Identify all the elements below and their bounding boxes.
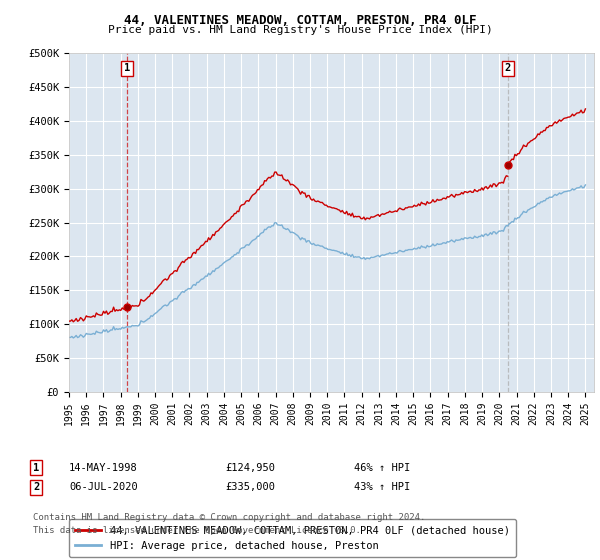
Text: 44, VALENTINES MEADOW, COTTAM, PRESTON, PR4 0LF: 44, VALENTINES MEADOW, COTTAM, PRESTON, … <box>124 14 476 27</box>
Legend: 44, VALENTINES MEADOW, COTTAM, PRESTON, PR4 0LF (detached house), HPI: Average p: 44, VALENTINES MEADOW, COTTAM, PRESTON, … <box>69 519 516 557</box>
Text: Price paid vs. HM Land Registry's House Price Index (HPI): Price paid vs. HM Land Registry's House … <box>107 25 493 35</box>
Text: 2: 2 <box>33 482 39 492</box>
Text: 06-JUL-2020: 06-JUL-2020 <box>69 482 138 492</box>
Text: 14-MAY-1998: 14-MAY-1998 <box>69 463 138 473</box>
Text: 2: 2 <box>505 63 511 73</box>
Text: Contains HM Land Registry data © Crown copyright and database right 2024.: Contains HM Land Registry data © Crown c… <box>33 513 425 522</box>
Text: 46% ↑ HPI: 46% ↑ HPI <box>354 463 410 473</box>
Text: 1: 1 <box>33 463 39 473</box>
Text: 43% ↑ HPI: 43% ↑ HPI <box>354 482 410 492</box>
Text: 1: 1 <box>124 63 130 73</box>
Text: This data is licensed under the Open Government Licence v3.0.: This data is licensed under the Open Gov… <box>33 526 361 535</box>
Text: £335,000: £335,000 <box>225 482 275 492</box>
Text: £124,950: £124,950 <box>225 463 275 473</box>
